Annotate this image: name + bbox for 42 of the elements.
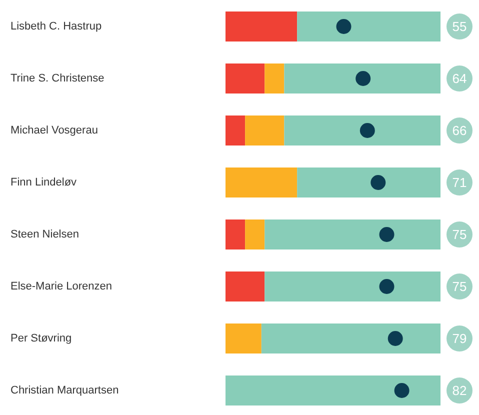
- point: [388, 331, 403, 346]
- bar: [226, 376, 440, 406]
- bar: [264, 220, 440, 250]
- point: [370, 175, 386, 190]
- bar: [226, 64, 265, 94]
- point: [394, 383, 410, 398]
- point: [336, 19, 352, 34]
- y-tick-label: Trine S. Christense: [10, 72, 104, 84]
- bar: [226, 324, 262, 354]
- bar: [226, 168, 298, 198]
- bar: [297, 12, 440, 42]
- y-tick-label: Michael Vosgerau: [10, 124, 98, 136]
- data-label: 75: [452, 279, 467, 294]
- point: [360, 123, 375, 138]
- bar: [284, 116, 440, 146]
- bar: [264, 64, 284, 94]
- bar: [261, 324, 440, 354]
- y-tick-label: Steen Nielsen: [10, 228, 79, 240]
- data-label: 66: [452, 123, 467, 138]
- bar: [226, 272, 265, 302]
- bar: [245, 220, 265, 250]
- bar: [264, 272, 440, 302]
- bar: [226, 220, 246, 250]
- bar: [297, 168, 440, 198]
- bar: [226, 116, 246, 146]
- data-label: 75: [452, 227, 467, 242]
- data-label: 79: [452, 331, 467, 346]
- y-tick-label: Lisbeth C. Hastrup: [10, 20, 102, 32]
- point: [379, 279, 394, 294]
- data-label: 71: [452, 175, 467, 190]
- data-label: 55: [452, 19, 467, 34]
- point: [356, 71, 371, 86]
- bar: [226, 12, 298, 42]
- y-tick-label: Else-Marie Lorenzen: [10, 280, 112, 292]
- bar: [284, 64, 440, 94]
- point: [379, 227, 394, 242]
- data-label: 64: [452, 71, 467, 86]
- y-tick-label: Per Støvring: [10, 332, 72, 344]
- data-label: 82: [452, 383, 467, 398]
- bar: [245, 116, 284, 146]
- y-tick-label: Christian Marquartsen: [10, 384, 119, 396]
- y-tick-label: Finn Lindeløv: [10, 176, 78, 188]
